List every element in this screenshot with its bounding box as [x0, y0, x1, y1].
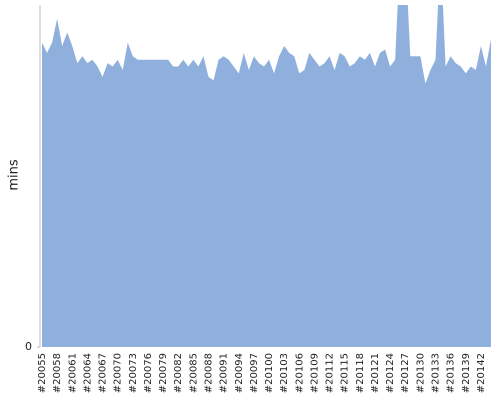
x-tick-label: #20109	[309, 353, 320, 393]
x-tick-label: #20061	[67, 353, 78, 393]
x-tick-label: #20100	[264, 353, 275, 393]
y-tick-label: 0	[25, 340, 32, 353]
x-tick-label: #20124	[385, 353, 396, 393]
x-tick-label: #20133	[431, 353, 442, 393]
x-tick-label: #20076	[143, 353, 154, 393]
x-tick-label: #20079	[158, 353, 169, 393]
y-axis-label: mins	[7, 159, 22, 191]
x-tick-label: #20136	[446, 353, 457, 393]
x-tick-label: #20070	[113, 353, 124, 393]
x-tick-label: #20115	[340, 353, 351, 393]
x-tick-label: #20091	[219, 353, 230, 393]
x-tick-label: #20118	[355, 353, 366, 393]
x-tick-label: #20106	[294, 353, 305, 393]
area	[42, 5, 491, 347]
x-tick-label: #20097	[249, 353, 260, 393]
plot-area	[42, 5, 491, 347]
x-tick-label: #20088	[203, 353, 214, 393]
x-tick-label: #20067	[98, 353, 109, 393]
x-tick-label: #20139	[461, 353, 472, 393]
x-tick-label: #20127	[400, 353, 411, 393]
x-tick-label: #20142	[476, 353, 487, 393]
x-tick-label: #20130	[415, 353, 426, 393]
x-tick-label: #20085	[188, 353, 199, 393]
x-tick-label: #20082	[173, 353, 184, 393]
x-tick-label: #20121	[370, 353, 381, 393]
x-tick-label: #20058	[52, 353, 63, 393]
x-tick-label: #20055	[37, 353, 48, 393]
x-tick-label: #20073	[128, 353, 139, 393]
x-tick-label: #20094	[234, 353, 245, 393]
x-tick-label: #20064	[82, 353, 93, 393]
x-tick-label: #20112	[325, 353, 336, 393]
x-tick-label: #20103	[279, 353, 290, 393]
